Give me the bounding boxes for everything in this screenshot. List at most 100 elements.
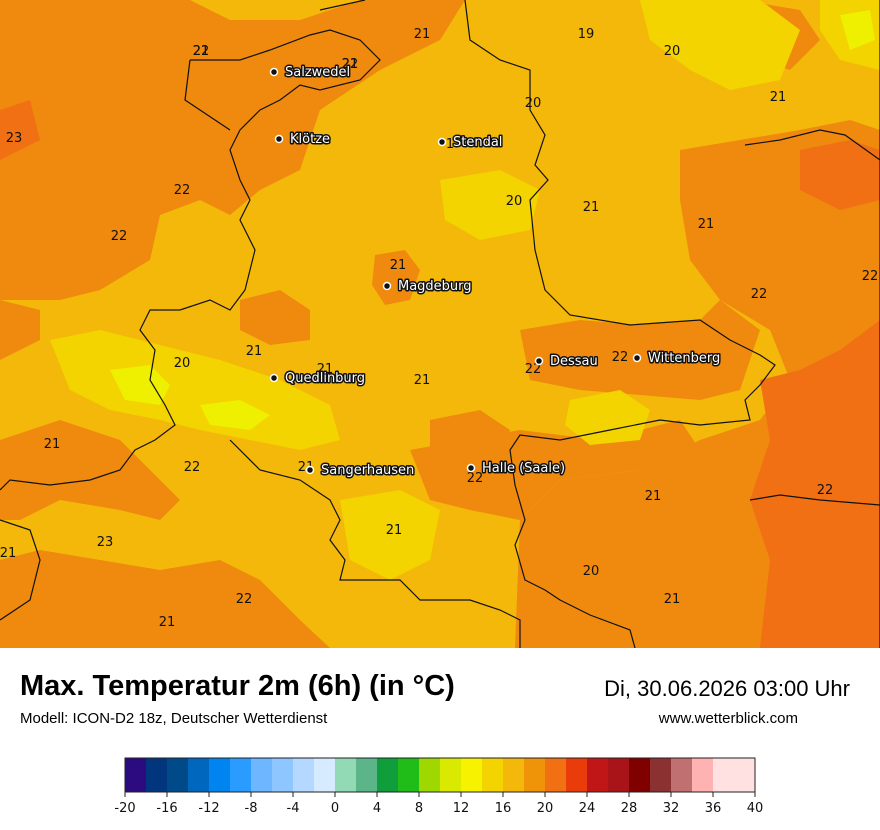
scale-tick-label: 28 [621, 801, 638, 816]
color-scale-frame [124, 757, 756, 793]
city-dot-icon [437, 137, 447, 147]
city-marker: Stendal [437, 134, 504, 152]
temperature-zone-19 [110, 10, 875, 430]
color-scale-segment [587, 758, 609, 792]
temperature-value-label: 19 [578, 27, 595, 42]
color-scale-segment [146, 758, 168, 792]
city-dot-icon [269, 67, 279, 77]
color-scale-segment [272, 758, 294, 792]
temperature-value-label: 21 [159, 615, 176, 630]
color-scale-segment [671, 758, 693, 792]
forecast-datetime: Di, 30.06.2026 03:00 Uhr [604, 676, 850, 701]
weather-map: 22 22 21 19 20 21 20 23 1 22 22 20 21 21 21 22 22 21 21 20 2… [0, 0, 880, 648]
temperature-value-label: 22 [174, 183, 191, 198]
color-scale-segment [377, 758, 399, 792]
scale-tick-label: 40 [747, 801, 764, 816]
color-scale-segment [713, 758, 735, 792]
temperature-zone-23 [0, 100, 880, 648]
city-marker: Magdeburg [382, 278, 473, 296]
color-scale-segment [566, 758, 588, 792]
temperature-value-label: 21 [246, 344, 263, 359]
temperature-value-label: 20 [525, 96, 542, 111]
temperature-value-label: 21 [414, 27, 431, 42]
temperature-value-label: 20 [174, 356, 191, 371]
temperature-value-label: 23 [6, 131, 23, 146]
color-scale-segment [188, 758, 210, 792]
color-scale-segment [293, 758, 315, 792]
state-borders [0, 0, 880, 648]
color-scale-segment [251, 758, 273, 792]
temperature-value-label: 22 [817, 483, 834, 498]
city-name-label: Quedlinburg [285, 371, 365, 386]
scale-tick-label: 4 [373, 801, 381, 816]
temperature-value-label: 22 [342, 57, 359, 72]
temperature-value-label: 20 [506, 194, 523, 209]
city-dot-icon [382, 281, 392, 291]
color-scale-segment [440, 758, 462, 792]
city-dot-icon [305, 465, 315, 475]
color-scale-legend: -20 -16 -12 -8 -4 0 4 8 12 16 20 24 28 32 36 40 [114, 757, 764, 816]
color-scale-segment [356, 758, 378, 792]
color-scale-segment [545, 758, 567, 792]
scale-tick-label: -4 [287, 801, 300, 816]
scale-tick-label: 0 [331, 801, 339, 816]
temperature-zone-22 [0, 0, 880, 648]
city-name-label: Klötze [290, 132, 330, 147]
city-dot-icon [632, 353, 642, 363]
scale-tick-label: -16 [156, 801, 177, 816]
city-name-label: Halle (Saale) [482, 461, 565, 476]
color-scale-segment [209, 758, 231, 792]
city-marker: Quedlinburg [269, 370, 367, 388]
color-scale-segment [734, 758, 755, 792]
temperature-value-label: 23 [97, 535, 114, 550]
temperature-value-label: 20 [664, 44, 681, 59]
city-marker: Wittenberg [632, 350, 722, 368]
color-scale-segment [167, 758, 189, 792]
temperature-value-label: 20 [583, 564, 600, 579]
city-dot-icon [466, 463, 476, 473]
color-scale-segment [608, 758, 630, 792]
city-marker: Klötze [274, 131, 332, 149]
city-name-label: Dessau [550, 354, 598, 369]
temperature-value-label: 21 [583, 200, 600, 215]
color-scale-bars [124, 757, 756, 793]
scale-tick-label: -12 [198, 801, 219, 816]
temperature-value-label: 22 [612, 350, 629, 365]
temperature-value-label: 21 [386, 523, 403, 538]
temperature-value-label: 21 [0, 546, 16, 561]
color-scale-segment [335, 758, 357, 792]
city-markers: Salzwedel Klötze Stendal Magdeburg Dessau Wit… [269, 64, 722, 480]
temperature-value-label: 22 [193, 44, 210, 59]
temperature-value-label: 21 [193, 44, 210, 59]
city-name-label: Magdeburg [398, 279, 472, 294]
temperature-value-label: 22 [467, 471, 484, 486]
color-scale-segment [419, 758, 441, 792]
temperature-value-label: 21 [390, 258, 407, 273]
color-scale-segment [314, 758, 336, 792]
city-dot-icon [534, 356, 544, 366]
color-scale-segment [692, 758, 714, 792]
color-scale-segment [650, 758, 672, 792]
scale-tick-label: -20 [114, 801, 135, 816]
color-scale-segment [503, 758, 525, 792]
temperature-value-label: 21 [664, 592, 681, 607]
color-scale-segment [125, 758, 147, 792]
temperature-value-label: 22 [236, 592, 253, 607]
temperature-value-label: 21 [770, 90, 787, 105]
website-link: www.wetterblick.com [658, 710, 798, 727]
model-info: Modell: ICON-D2 18z, Deutscher Wetterdie… [20, 710, 328, 727]
city-marker: Sangerhausen [305, 462, 416, 480]
temperature-value-label: 21 [342, 57, 359, 72]
temperature-value-label: 21 [317, 362, 334, 377]
temperature-value-label: 22 [184, 460, 201, 475]
color-scale-segment [524, 758, 546, 792]
scale-tick-label: 20 [537, 801, 554, 816]
city-dot-icon [269, 373, 279, 383]
color-scale-segment [629, 758, 651, 792]
temperature-value-label: 21 [645, 489, 662, 504]
temperature-value-label: 1 [446, 137, 454, 152]
city-marker: Dessau [534, 353, 599, 371]
temperature-value-label: 21 [414, 373, 431, 388]
